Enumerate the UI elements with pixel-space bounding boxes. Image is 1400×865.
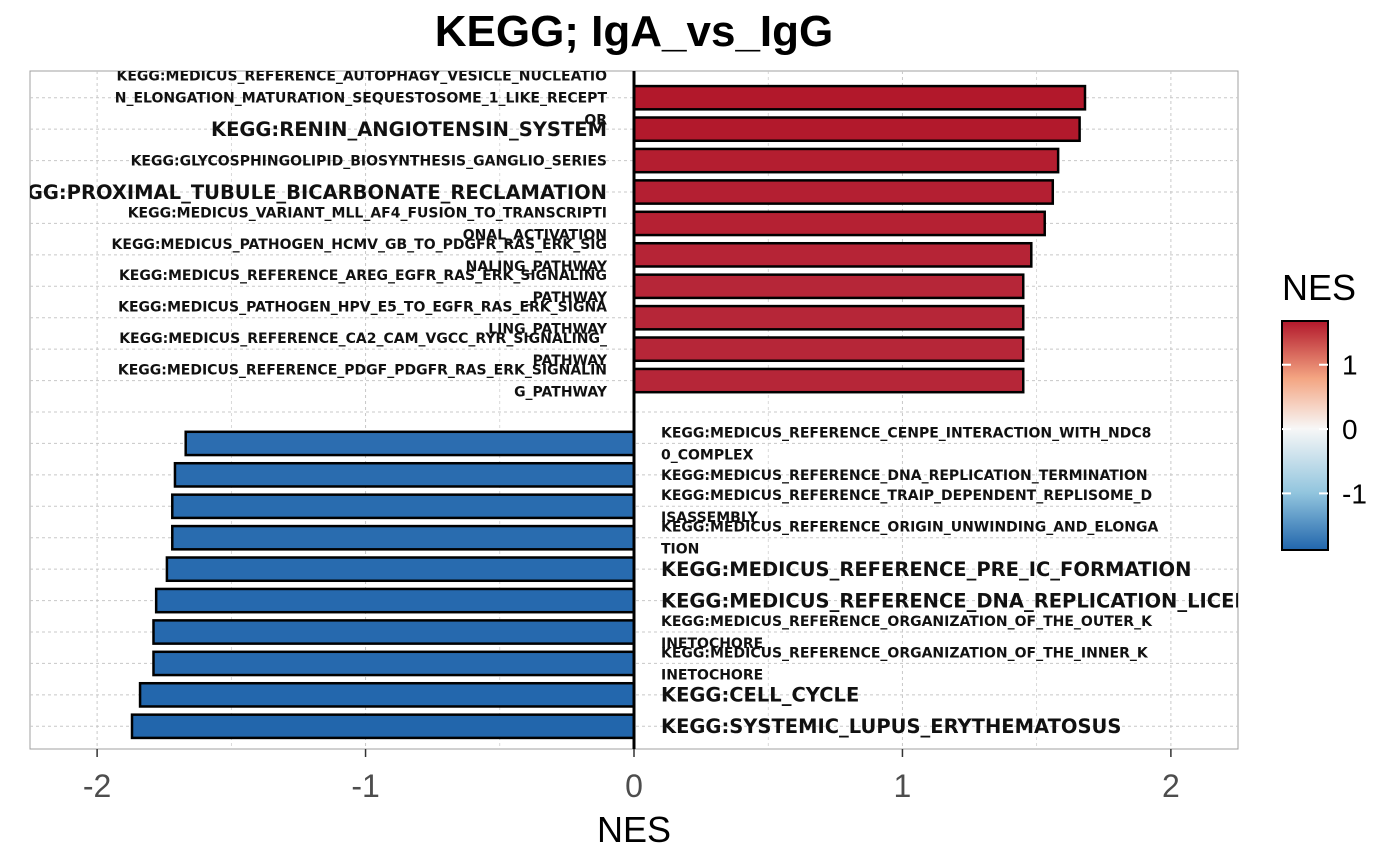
bar-label-line: ISASSEMBLY	[661, 510, 759, 526]
bar-label-line: KEGG:MEDICUS_REFERENCE_CENPE_INTERACTION…	[661, 425, 1151, 441]
bar-label-line: KEGG:SYSTEMIC_LUPUS_ERYTHEMATOSUS	[661, 715, 1121, 738]
bar-label-line: KEGG:MEDICUS_REFERENCE_CA2_CAM_VGCC_RYR_…	[119, 331, 607, 347]
bar-label-line: KEGG:MEDICUS_REFERENCE_ORGANIZATION_OF_T…	[661, 614, 1153, 630]
bar	[632, 367, 1025, 394]
legend-tick-label: -1	[1342, 478, 1367, 509]
bar-label-line: G_PATHWAY	[514, 384, 608, 400]
colorbar	[1281, 320, 1329, 551]
legend-tick-label: 1	[1342, 350, 1358, 381]
bar-label: KEGG:SYSTEMIC_LUPUS_ERYTHEMATOSUS	[661, 715, 1121, 738]
x-tick-label: 2	[1162, 768, 1180, 804]
bar	[632, 147, 1060, 174]
legend-title: NES	[1282, 267, 1356, 308]
bar	[173, 461, 636, 488]
bar-label-line: INETOCHORE	[661, 636, 763, 652]
bar-label-line: KEGG:RENIN_ANGIOTENSIN_SYSTEM	[211, 118, 607, 141]
bar-label-line: KEGG:MEDICUS_PATHOGEN_HCMV_GB_TO_PDGFR_R…	[112, 237, 607, 253]
bar-label: KEGG:MEDICUS_REFERENCE_PDGF_PDGFR_RAS_ER…	[118, 362, 608, 400]
bar-label-line: PATHWAY	[533, 353, 608, 369]
bar	[632, 241, 1033, 268]
bar-label-line: KEGG:MEDICUS_REFERENCE_AREG_EGFR_RAS_ERK…	[119, 268, 607, 284]
bar	[632, 273, 1025, 300]
bar-label-line: ONAL_ACTIVATION	[463, 227, 607, 243]
x-axis: -2 -1 0 1 2	[83, 749, 1180, 804]
bar	[632, 116, 1081, 143]
bar-label: KEGG:MEDICUS_REFERENCE_PRE_IC_FORMATION	[661, 558, 1191, 581]
bar	[632, 336, 1025, 363]
bar-label: KEGG:MEDICUS_REFERENCE_DNA_REPLICATION_L…	[661, 589, 1304, 612]
bar-label: KEGG:PROXIMAL_TUBULE_BICARBONATE_RECLAMA…	[0, 181, 607, 204]
bar-label-line: KEGG:MEDICUS_REFERENCE_ORIGIN_UNWINDING_…	[661, 520, 1158, 536]
bar-label: KEGG:GLYCOSPHINGOLIPID_BIOSYNTHESIS_GANG…	[131, 153, 607, 169]
bar-label: KEGG:MEDICUS_VARIANT_MLL_AF4_FUSION_TO_T…	[128, 205, 607, 243]
plot-panel: KEGG:MEDICUS_REFERENCE_AUTOPHAGY_VESICLE…	[0, 69, 1304, 750]
bars	[130, 84, 1087, 740]
bar-label-line: KEGG:MEDICUS_REFERENCE_PRE_IC_FORMATION	[661, 558, 1191, 581]
bar-label-line: KEGG:MEDICUS_REFERENCE_AUTOPHAGY_VESICLE…	[117, 69, 608, 85]
bar	[138, 681, 636, 708]
bar-label: KEGG:MEDICUS_REFERENCE_ORGANIZATION_OF_T…	[661, 645, 1149, 683]
bar-label: KEGG:MEDICUS_PATHOGEN_HPV_E5_TO_EGFR_RAS…	[118, 300, 608, 338]
x-tick-label: 0	[625, 768, 643, 804]
x-tick-label: 1	[894, 768, 912, 804]
bar-label: KEGG:MEDICUS_REFERENCE_DNA_REPLICATION_T…	[661, 468, 1148, 484]
bar-label-line: KEGG:MEDICUS_REFERENCE_DNA_REPLICATION_T…	[661, 468, 1148, 484]
bar-label: KEGG:MEDICUS_REFERENCE_AUTOPHAGY_VESICLE…	[115, 69, 608, 129]
bar	[171, 493, 636, 520]
legend-colorbar: NES 1 0 -1	[1281, 267, 1367, 551]
bar-label: KEGG:MEDICUS_REFERENCE_TRAIP_DEPENDENT_R…	[661, 488, 1152, 526]
bar-label-line: OR	[584, 113, 607, 129]
bar-label-line: LING_PATHWAY	[488, 322, 608, 338]
bar-label-line: KEGG:MEDICUS_PATHOGEN_HPV_E5_TO_EGFR_RAS…	[118, 300, 607, 316]
bar-label: KEGG:CELL_CYCLE	[661, 684, 859, 707]
bar-label-line: TION	[661, 542, 699, 558]
bar	[632, 304, 1025, 331]
bar	[152, 650, 636, 677]
bar	[171, 524, 636, 551]
bar-label: KEGG:MEDICUS_REFERENCE_CA2_CAM_VGCC_RYR_…	[119, 331, 608, 369]
x-tick-label: -1	[351, 768, 379, 804]
bar-label-line: KEGG:MEDICUS_REFERENCE_PDGF_PDGFR_RAS_ER…	[118, 362, 607, 378]
bar-label-line: NALING_PATHWAY	[466, 259, 608, 275]
bar-label: KEGG:MEDICUS_REFERENCE_ORGANIZATION_OF_T…	[661, 614, 1153, 652]
bar-label: KEGG:MEDICUS_REFERENCE_AREG_EGFR_RAS_ERK…	[119, 268, 608, 306]
bar	[154, 587, 636, 614]
bar-label-line: 0_COMPLEX	[661, 447, 754, 463]
bar-label-line: KEGG:GLYCOSPHINGOLIPID_BIOSYNTHESIS_GANG…	[131, 153, 607, 169]
x-axis-title: NES	[597, 809, 671, 850]
bar-label-line: KEGG:MEDICUS_REFERENCE_ORGANIZATION_OF_T…	[661, 645, 1149, 661]
bar	[184, 430, 636, 457]
bar-labels: KEGG:MEDICUS_REFERENCE_AUTOPHAGY_VESICLE…	[0, 69, 1304, 738]
bar	[632, 84, 1087, 111]
bar-label-line: KEGG:MEDICUS_VARIANT_MLL_AF4_FUSION_TO_T…	[128, 205, 607, 221]
bar-label-line: INETOCHORE	[661, 667, 763, 683]
bar	[130, 713, 636, 740]
bar	[632, 179, 1055, 205]
bar-label: KEGG:MEDICUS_REFERENCE_ORIGIN_UNWINDING_…	[661, 520, 1158, 558]
bar	[632, 210, 1046, 237]
bar-label: KEGG:MEDICUS_REFERENCE_CENPE_INTERACTION…	[661, 425, 1151, 463]
bar-label-line: KEGG:MEDICUS_REFERENCE_DNA_REPLICATION_L…	[661, 589, 1304, 612]
bar-label-line: KEGG:MEDICUS_REFERENCE_TRAIP_DEPENDENT_R…	[661, 488, 1152, 504]
bar-label-line: KEGG:PROXIMAL_TUBULE_BICARBONATE_RECLAMA…	[0, 181, 607, 204]
bar-label-line: N_ELONGATION_MATURATION_SEQUESTOSOME_1_L…	[115, 91, 608, 107]
bar-label-line: KEGG:CELL_CYCLE	[661, 684, 859, 707]
bar	[152, 619, 636, 645]
chart-title: KEGG; IgA_vs_IgG	[435, 7, 834, 56]
bar	[165, 556, 636, 583]
legend-tick-label: 0	[1342, 414, 1358, 445]
bar-label: KEGG:RENIN_ANGIOTENSIN_SYSTEM	[211, 118, 607, 141]
bar-label-line: _PATHWAY	[526, 290, 608, 306]
bar-label: KEGG:MEDICUS_PATHOGEN_HCMV_GB_TO_PDGFR_R…	[112, 237, 608, 275]
legend-ticks: 1 0 -1	[1282, 350, 1367, 509]
x-tick-label: -2	[83, 768, 111, 804]
